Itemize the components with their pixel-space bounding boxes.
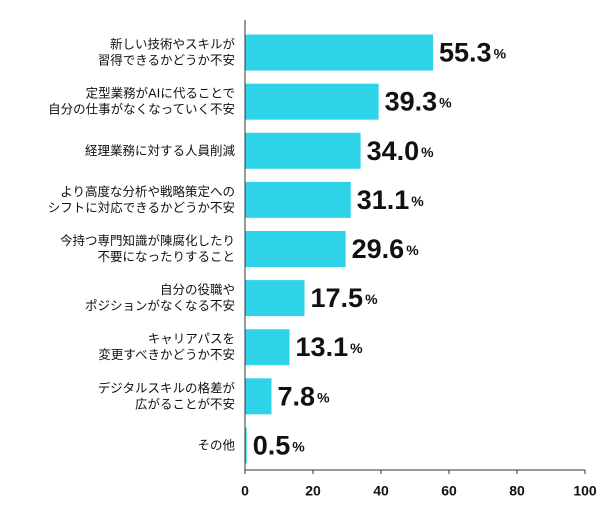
value-unit: % [439, 94, 452, 110]
category-line: 定型業務がAIに代ることで [86, 85, 235, 100]
value-unit: % [365, 291, 378, 307]
bar [245, 83, 379, 120]
value-unit: % [421, 143, 434, 159]
category-line: デジタルスキルの格差が [98, 380, 236, 395]
bar [245, 181, 351, 218]
value-label: 31.1% [357, 185, 425, 215]
bar [245, 132, 361, 169]
category-label: 経理業務に対する人員削減 [85, 142, 236, 157]
value-unit: % [317, 389, 330, 405]
bar [245, 280, 305, 317]
bar [245, 34, 434, 71]
category-line: 広がることが不安 [131, 396, 235, 411]
value-number: 55.3 [439, 38, 492, 68]
value-label: 55.3% [439, 38, 507, 68]
value-number: 29.6 [352, 234, 405, 264]
category-line: 習得できるかどうか不安 [94, 52, 235, 67]
x-tick-label: 20 [305, 483, 321, 499]
value-unit: % [406, 242, 419, 258]
category-line: 不要になったりすること [94, 249, 235, 264]
value-number: 39.3 [385, 87, 438, 117]
bar [245, 427, 247, 464]
value-unit: % [494, 45, 507, 61]
value-number: 31.1 [357, 185, 410, 215]
value-number: 0.5 [253, 431, 291, 461]
value-number: 17.5 [311, 283, 364, 313]
bar [245, 231, 346, 267]
category-label: 定型業務がAIに代ることで 自分の仕事がなくなっていく不安 [44, 85, 235, 116]
value-label: 13.1% [296, 332, 364, 362]
bar [245, 378, 272, 415]
category-line: 自分の役職や [160, 282, 235, 297]
category-label: キャリアパスを 変更すべきかどうか不安 [94, 331, 235, 362]
category-label: 今持つ専門知識が陳腐化したり 不要になったりすること [60, 233, 235, 264]
value-number: 7.8 [278, 381, 316, 411]
category-line: より高度な分析や戦略策定への [60, 183, 235, 198]
value-label: 0.5% [253, 431, 306, 461]
category-label: その他 [197, 437, 235, 452]
value-label: 34.0% [367, 136, 435, 166]
category-line: キャリアパスを [148, 331, 235, 346]
value-label: 29.6% [352, 234, 420, 264]
value-unit: % [350, 340, 363, 356]
value-label: 17.5% [311, 283, 379, 313]
value-number: 34.0 [367, 136, 420, 166]
category-line: シフトに対応できるかどうか不安 [44, 199, 235, 214]
x-tick-label: 0 [241, 483, 249, 499]
x-tick-label: 40 [373, 483, 389, 499]
bar [245, 329, 290, 366]
x-tick-label: 100 [573, 483, 597, 499]
value-unit: % [411, 193, 424, 209]
category-line: 変更すべきかどうか不安 [94, 347, 235, 362]
category-line: その他 [197, 437, 235, 452]
value-number: 13.1 [296, 332, 349, 362]
value-label: 7.8% [278, 381, 331, 411]
category-label: より高度な分析や戦略策定への シフトに対応できるかどうか不安 [44, 183, 235, 214]
category-label: 新しい技術やスキルが 習得できるかどうか不安 [94, 36, 236, 67]
category-line: 新しい技術やスキルが [110, 36, 236, 51]
category-line: 自分の仕事がなくなっていく不安 [44, 101, 235, 116]
category-label: デジタルスキルの格差が 広がることが不安 [98, 380, 236, 411]
category-line: ポジションがなくなる不安 [81, 298, 235, 313]
category-line: 経理業務に対する人員削減 [85, 142, 236, 157]
x-tick-label: 80 [509, 483, 525, 499]
x-tick-label: 60 [441, 483, 457, 499]
category-label: 自分の役職や ポジションがなくなる不安 [81, 282, 235, 313]
value-unit: % [292, 438, 305, 454]
category-line: 今持つ専門知識が陳腐化したり [60, 233, 235, 248]
value-label: 39.3% [385, 87, 453, 117]
